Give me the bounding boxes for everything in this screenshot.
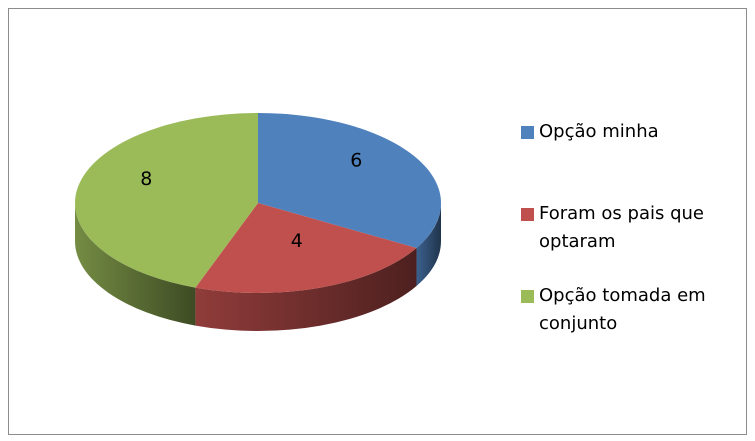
pie-side — [75, 203, 196, 326]
data-label: 4 — [291, 230, 303, 252]
legend-swatch — [521, 290, 534, 303]
data-label: 8 — [140, 168, 152, 190]
legend-item: Opção tomada em conjunto — [521, 282, 746, 338]
legend-item: Foram os pais que optaram — [521, 200, 746, 256]
pie-slice — [258, 113, 441, 248]
pie-side — [416, 203, 441, 286]
pie-side — [195, 248, 417, 331]
legend-label: Opção minha — [539, 121, 659, 142]
legend-swatch — [521, 126, 534, 139]
legend-label: Foram os pais que optaram — [539, 203, 704, 252]
legend-label: Opção tomada em conjunto — [539, 285, 706, 334]
pie-slice — [75, 113, 258, 288]
legend-swatch — [521, 208, 534, 221]
legend-item: Opção minha — [521, 118, 746, 146]
pie-slice — [195, 203, 417, 293]
data-label: 6 — [350, 150, 362, 172]
